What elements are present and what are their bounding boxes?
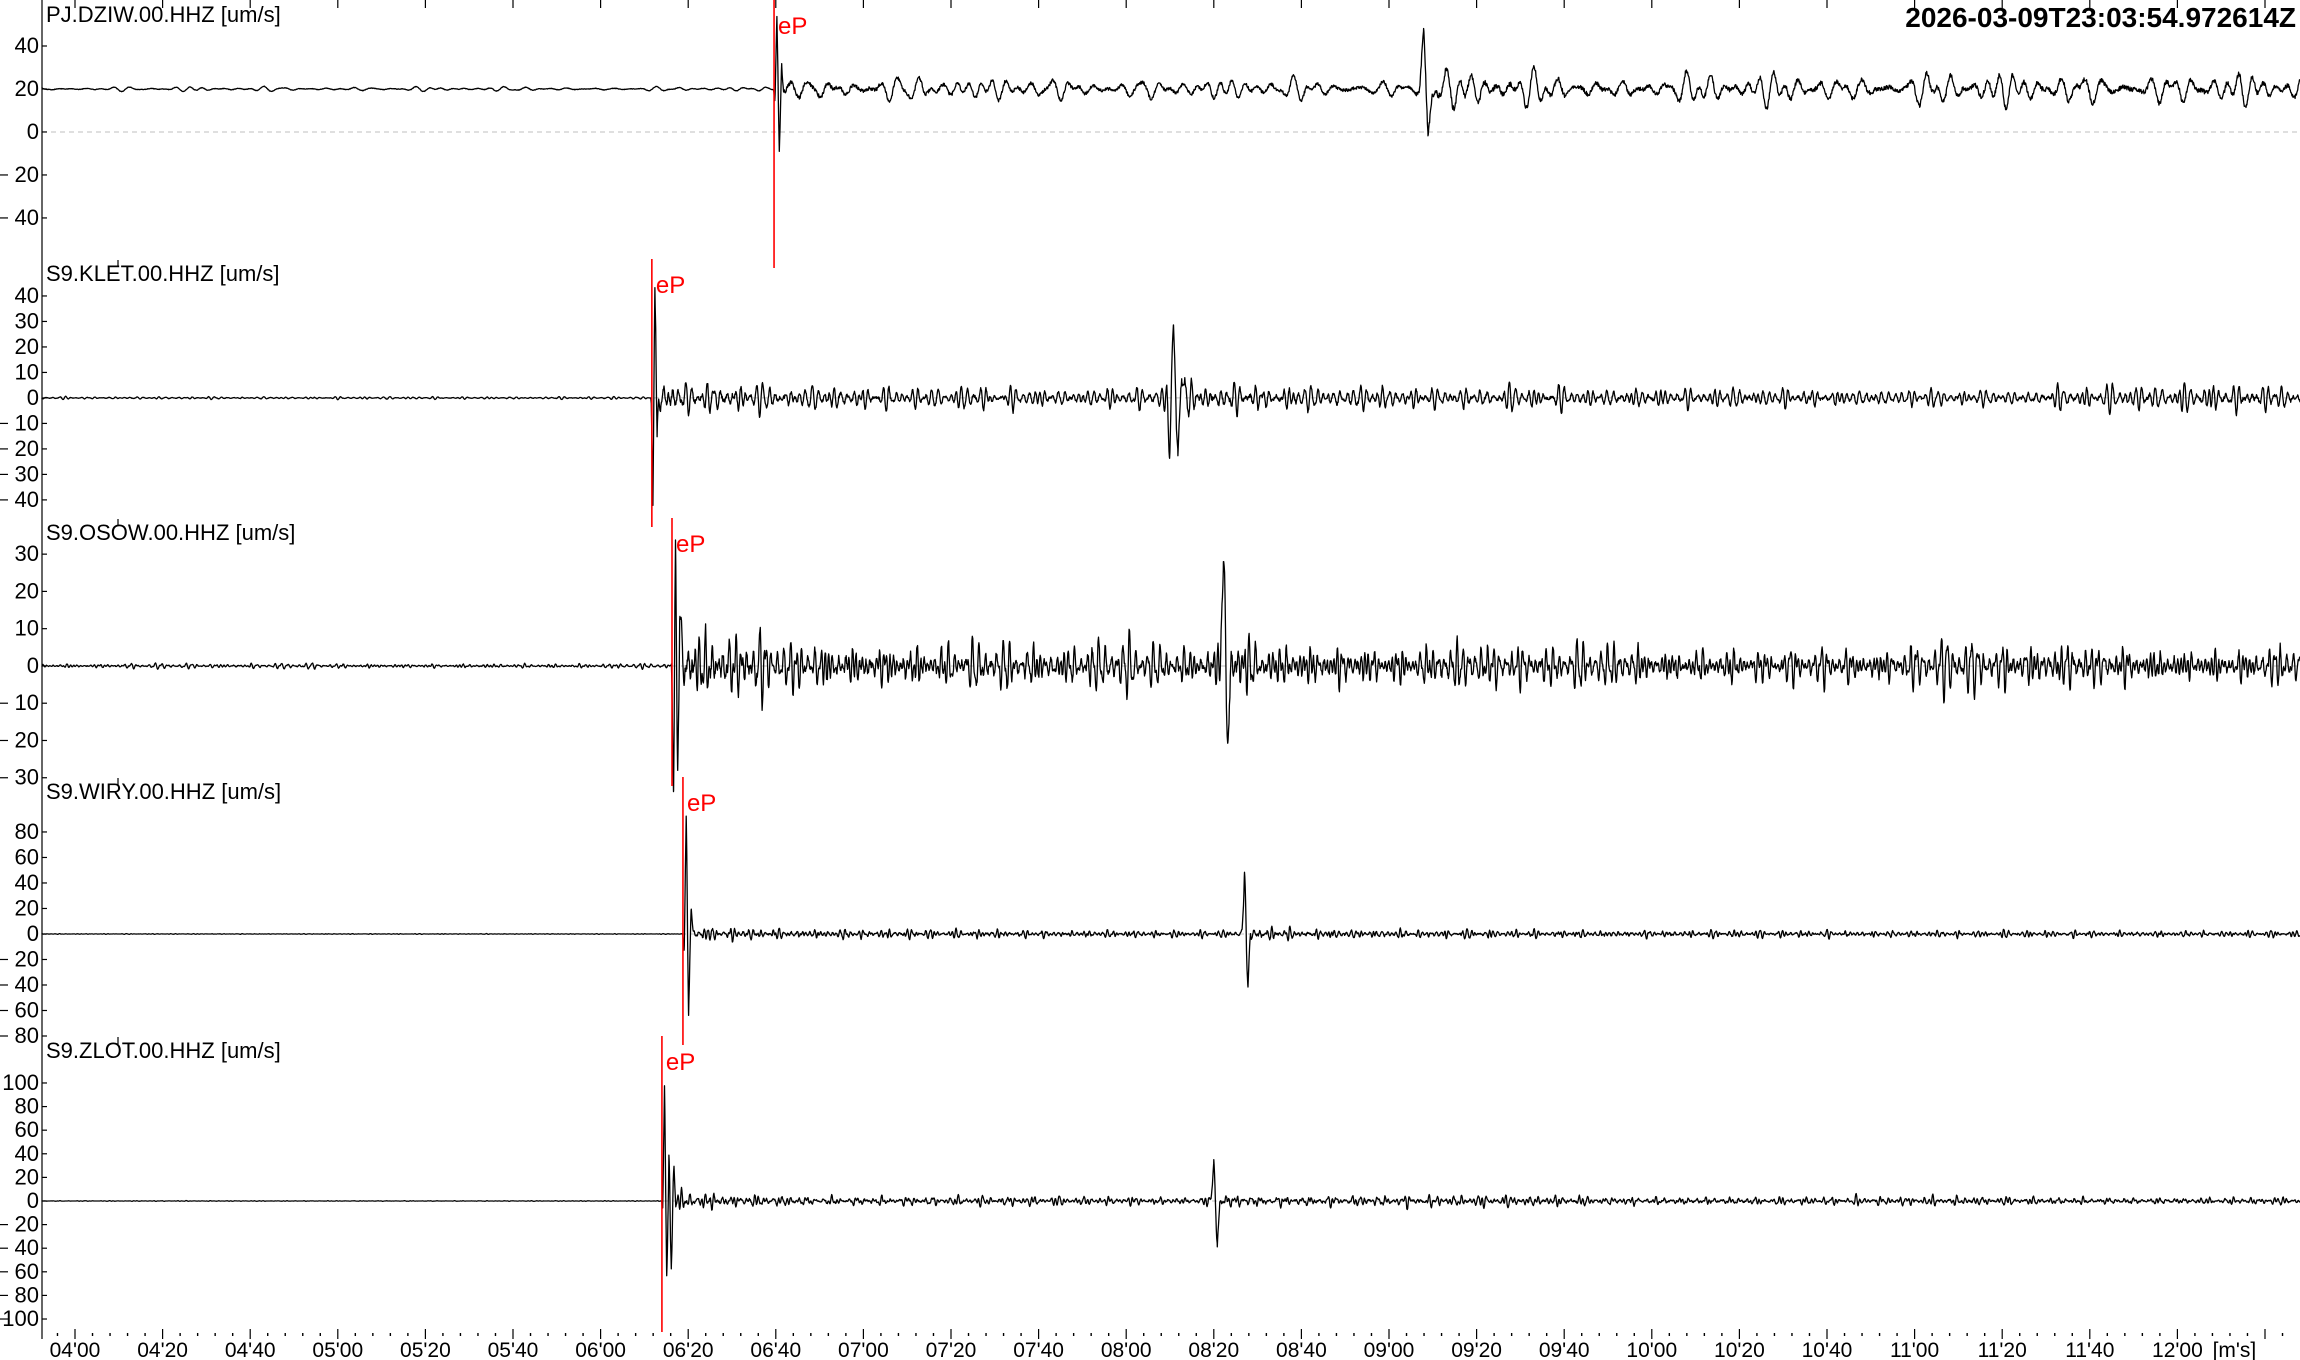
waveform-trace	[41, 1085, 2300, 1277]
time-tick-label: 05'20	[400, 1339, 451, 1360]
amplitude-tick-label: 20	[15, 162, 39, 187]
amplitude-tick-label: 80	[15, 1023, 39, 1048]
amplitude-tick-label: 60	[15, 1117, 39, 1142]
amplitude-tick-label: 0	[27, 921, 39, 946]
time-tick-label: 06'00	[575, 1339, 626, 1360]
amplitude-tick-label: 0	[27, 653, 39, 678]
channel-label: S9.KLET.00.HHZ [um/s]	[46, 261, 280, 286]
time-tick-label: 05'00	[312, 1339, 363, 1360]
amplitude-tick-label: 40	[15, 1141, 39, 1166]
trace-row[interactable]: 10080604020020406080100ePS9.ZLOT.00.HHZ …	[0, 1036, 2300, 1332]
waveform-trace	[41, 539, 2300, 793]
time-tick-label: 11'20	[1978, 1339, 2027, 1360]
time-tick-label: 09'20	[1451, 1339, 1502, 1360]
time-tick-label: 12'00	[2152, 1339, 2203, 1360]
pick-marker-label: eP	[778, 13, 807, 40]
amplitude-tick-label: 0	[27, 385, 39, 410]
amplitude-tick-label: 40	[15, 33, 39, 58]
amplitude-tick-label: 20	[15, 334, 39, 359]
amplitude-tick-label: 80	[15, 819, 39, 844]
time-tick-label: 06'20	[663, 1339, 714, 1360]
amplitude-tick-label: 20	[15, 76, 39, 101]
amplitude-tick-label: 80	[15, 1282, 39, 1307]
time-tick-label: 07'00	[838, 1339, 889, 1360]
amplitude-tick-label: 60	[15, 844, 39, 869]
time-tick-label: 05'40	[488, 1339, 539, 1360]
amplitude-tick-label: 0	[27, 119, 39, 144]
pick-marker-label: eP	[666, 1049, 695, 1076]
amplitude-tick-label: 20	[15, 946, 39, 971]
time-tick-label: 10'20	[1714, 1339, 1765, 1360]
amplitude-tick-label: 60	[15, 1259, 39, 1284]
time-tick-label: 11'00	[1890, 1339, 1939, 1360]
amplitude-tick-label: 20	[15, 727, 39, 752]
waveform-trace	[41, 287, 2300, 507]
amplitude-tick-label: 20	[15, 1164, 39, 1189]
amplitude-tick-label: 10	[15, 359, 39, 384]
time-tick-label: 10'00	[1626, 1339, 1677, 1360]
amplitude-tick-label: 80	[15, 1094, 39, 1119]
time-tick-label: 07'20	[926, 1339, 977, 1360]
pick-marker-label: eP	[687, 790, 716, 817]
trace-row[interactable]: 40 20 0 20 40 eP PJ.DZIW.00.HHZ [um/s]	[0, 0, 2300, 268]
amplitude-tick-label: 100	[2, 1306, 39, 1331]
time-tick-label: 04'40	[225, 1339, 276, 1360]
amplitude-tick-label: 20	[15, 895, 39, 920]
amplitude-tick-label: 100	[2, 1070, 39, 1095]
reference-timestamp: 2026-03-09T23:03:54.972614Z	[1905, 2, 2296, 33]
amplitude-tick-label: 10	[15, 690, 39, 715]
amplitude-tick-label: 60	[15, 997, 39, 1022]
amplitude-tick-label: 10	[15, 410, 39, 435]
channel-label: S9.WIRY.00.HHZ [um/s]	[46, 779, 281, 804]
channel-label: S9.ZLOT.00.HHZ [um/s]	[46, 1038, 281, 1063]
channel-label: PJ.DZIW.00.HHZ [um/s]	[46, 2, 281, 27]
amplitude-tick-label: 20	[15, 1212, 39, 1237]
amplitude-tick-label: 30	[15, 308, 39, 333]
time-tick-label: 04'00	[50, 1339, 101, 1360]
amplitude-tick-label: 40	[15, 283, 39, 308]
amplitude-tick-label: 20	[15, 578, 39, 603]
time-tick-label: 08'00	[1101, 1339, 1152, 1360]
amplitude-tick-label: 30	[15, 461, 39, 486]
amplitude-tick-label: 10	[15, 616, 39, 641]
channel-label: S9.OSOW.00.HHZ [um/s]	[46, 520, 295, 545]
amplitude-tick-label: 30	[15, 541, 39, 566]
amplitude-tick-label: 30	[15, 765, 39, 790]
amplitude-tick-label: 40	[15, 205, 39, 230]
time-axis-unit-label: [m's]	[2213, 1339, 2257, 1360]
time-tick-label: 08'20	[1188, 1339, 1239, 1360]
time-tick-label: 07'40	[1013, 1339, 1064, 1360]
waveform-trace	[41, 15, 2300, 152]
trace-row[interactable]: 30 20 10 0 10 20 30 eP S9.OSOW.00.HHZ [um/s]	[0, 518, 2300, 793]
amplitude-tick-label: 0	[27, 1188, 39, 1213]
time-tick-label: 09'40	[1539, 1339, 1590, 1360]
amplitude-tick-label: 40	[15, 1235, 39, 1260]
waveform-trace	[41, 815, 2300, 1017]
time-tick-label: 04'20	[137, 1339, 188, 1360]
time-tick-label: 11'40	[2065, 1339, 2114, 1360]
pick-marker-label: eP	[676, 531, 705, 558]
pick-marker-label: eP	[656, 272, 685, 299]
time-tick-label: 06'40	[750, 1339, 801, 1360]
time-tick-label: 09'00	[1364, 1339, 1415, 1360]
amplitude-tick-label: 20	[15, 436, 39, 461]
amplitude-tick-label: 40	[15, 972, 39, 997]
time-tick-label: 08'40	[1276, 1339, 1327, 1360]
time-tick-label: 10'40	[1802, 1339, 1853, 1360]
amplitude-tick-label: 40	[15, 870, 39, 895]
amplitude-tick-label: 40	[15, 487, 39, 512]
